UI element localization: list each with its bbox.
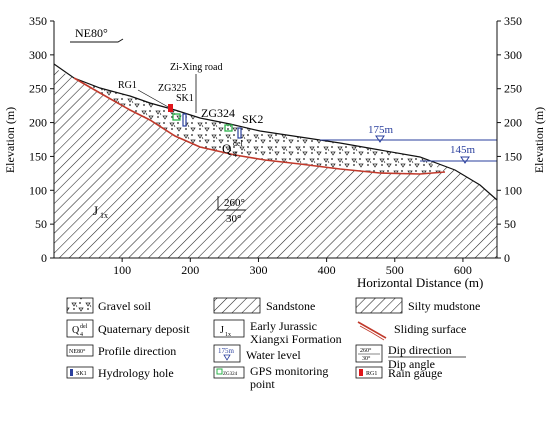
- zg325-label: ZG325: [158, 83, 186, 94]
- quaternary-swatch: [66, 319, 94, 338]
- gps-icon: [213, 366, 245, 379]
- svg-text:ZG324: ZG324: [223, 372, 238, 377]
- legend-dip-line2: Dip angle: [388, 357, 435, 371]
- svg-text:4: 4: [233, 150, 237, 159]
- y-tick-label: 100: [29, 183, 47, 197]
- water-level-175-marker: [375, 135, 385, 143]
- legend-jurassic-line1: Early Jurassic: [250, 319, 317, 333]
- y-tick-label: 350: [29, 14, 47, 28]
- sandstone-swatch: [213, 297, 261, 314]
- left-y-ticks: 0 50 100 150 200 250 300 350: [29, 14, 54, 265]
- water-level-icon: [213, 344, 241, 363]
- legend-water-label: Water level: [246, 348, 301, 362]
- svg-text:175m: 175m: [218, 347, 235, 355]
- y-tick-label-right: 50: [504, 217, 516, 231]
- legend-quaternary-label: Quaternary deposit: [98, 322, 190, 336]
- y-tick-label: 300: [29, 48, 47, 62]
- water-level-145-label: 145m: [450, 144, 476, 156]
- legend-gps-line2: point: [250, 377, 275, 391]
- silty-mudstone-swatch: [355, 297, 403, 314]
- legend-gps-line1: GPS monitoring: [250, 364, 328, 378]
- x-tick-label: 600: [454, 263, 472, 277]
- svg-text:1x: 1x: [225, 332, 231, 338]
- legend-jurassic-line2: Xiangxi Formation: [250, 332, 342, 346]
- cross-section-plot: 175m 145m Zi-Xing road RG1 ZG325 SK1 ZG3…: [3, 14, 546, 290]
- sk2-label: SK2: [242, 112, 263, 126]
- rg1-label: RG1: [118, 80, 137, 91]
- water-level-145-marker: [460, 156, 470, 164]
- svg-text:RG1: RG1: [366, 371, 377, 377]
- water-level-175-label: 175m: [368, 124, 394, 136]
- legend-profile-label: Profile direction: [98, 344, 176, 358]
- legend-silty-label: Silty mudstone: [408, 299, 480, 313]
- y-tick-label-right: 150: [504, 149, 522, 163]
- gps-zg325-icon: [172, 113, 181, 121]
- hydrology-hole-sk1-icon: [182, 113, 187, 127]
- svg-text:30°: 30°: [226, 213, 241, 225]
- svg-text:J: J: [220, 325, 224, 336]
- dip-marker: 260° 30°: [217, 196, 246, 225]
- sk1-label: SK1: [176, 93, 194, 104]
- y-tick-label-right: 300: [504, 48, 522, 62]
- legend: Gravel soil Sandstone Silty mudstone Q d…: [66, 297, 480, 391]
- svg-text:1x: 1x: [100, 211, 108, 220]
- y-tick-label: 250: [29, 82, 47, 96]
- y-tick-label-right: 350: [504, 14, 522, 28]
- svg-text:4: 4: [80, 332, 83, 338]
- x-tick-label: 400: [318, 263, 336, 277]
- rain-gauge-legend-icon: [355, 366, 383, 379]
- sliding-surface-icon: [357, 321, 387, 339]
- svg-text:NE80°: NE80°: [69, 348, 86, 355]
- svg-text:SK1: SK1: [76, 371, 87, 377]
- hydrology-hole-sk2-icon: [237, 127, 242, 139]
- right-y-axis-label: Elevation (m): [532, 107, 546, 173]
- jurassic-swatch: [213, 319, 245, 338]
- svg-text:260°: 260°: [224, 197, 245, 209]
- y-tick-label: 0: [41, 251, 47, 265]
- y-tick-label: 200: [29, 116, 47, 130]
- road-label: Zi-Xing road: [170, 62, 223, 73]
- dip-icon: [355, 344, 383, 363]
- svg-text:260°: 260°: [360, 347, 372, 354]
- svg-text:del: del: [80, 324, 88, 330]
- legend-sliding-label: Sliding surface: [394, 322, 466, 336]
- y-tick-label-right: 200: [504, 116, 522, 130]
- y-tick-label-right: 0: [504, 251, 510, 265]
- svg-text:NE80°: NE80°: [75, 26, 108, 40]
- legend-hydro-label: Hydrology hole: [98, 366, 174, 380]
- svg-text:J: J: [93, 203, 98, 218]
- x-tick-label: 300: [249, 263, 267, 277]
- zg324-label: ZG324: [201, 106, 235, 120]
- y-tick-label: 50: [35, 217, 47, 231]
- svg-text:Q: Q: [72, 325, 80, 336]
- rain-gauge-icon: [168, 104, 173, 112]
- svg-text:Q: Q: [222, 141, 232, 156]
- quaternary-deposit-label: Q del 4: [222, 139, 244, 159]
- svg-text:30°: 30°: [362, 355, 371, 362]
- sliding-surface-line: [73, 77, 446, 175]
- x-tick-label: 200: [181, 263, 199, 277]
- ground-surface-line: [53, 63, 498, 201]
- svg-text:del: del: [233, 139, 244, 148]
- legend-gravel-label: Gravel soil: [98, 299, 152, 313]
- legend-dip-line1: Dip direction: [388, 343, 452, 357]
- profile-direction-icon: [66, 344, 94, 357]
- x-axis-label: Horizontal Distance (m): [357, 275, 483, 290]
- left-y-axis-label: Elevation (m): [3, 107, 17, 173]
- x-tick-label: 500: [386, 263, 404, 277]
- x-ticks: 100 200 300 400 500 600: [113, 258, 472, 277]
- x-tick-label: 100: [113, 263, 131, 277]
- y-tick-label-right: 100: [504, 183, 522, 197]
- right-y-ticks: 0 50 100 150 200 250 300 350: [497, 14, 522, 265]
- jurassic-formation-label: J 1x: [93, 203, 108, 220]
- y-tick-label-right: 250: [504, 82, 522, 96]
- y-tick-label: 150: [29, 149, 47, 163]
- gravel-soil-swatch: [66, 297, 94, 314]
- hydrology-hole-icon: [66, 366, 94, 379]
- gps-zg324-icon: [224, 124, 233, 132]
- profile-direction-indicator: NE80°: [70, 26, 124, 43]
- legend-rain-label: Rain gauge: [388, 366, 442, 380]
- legend-sandstone-label: Sandstone: [266, 299, 315, 313]
